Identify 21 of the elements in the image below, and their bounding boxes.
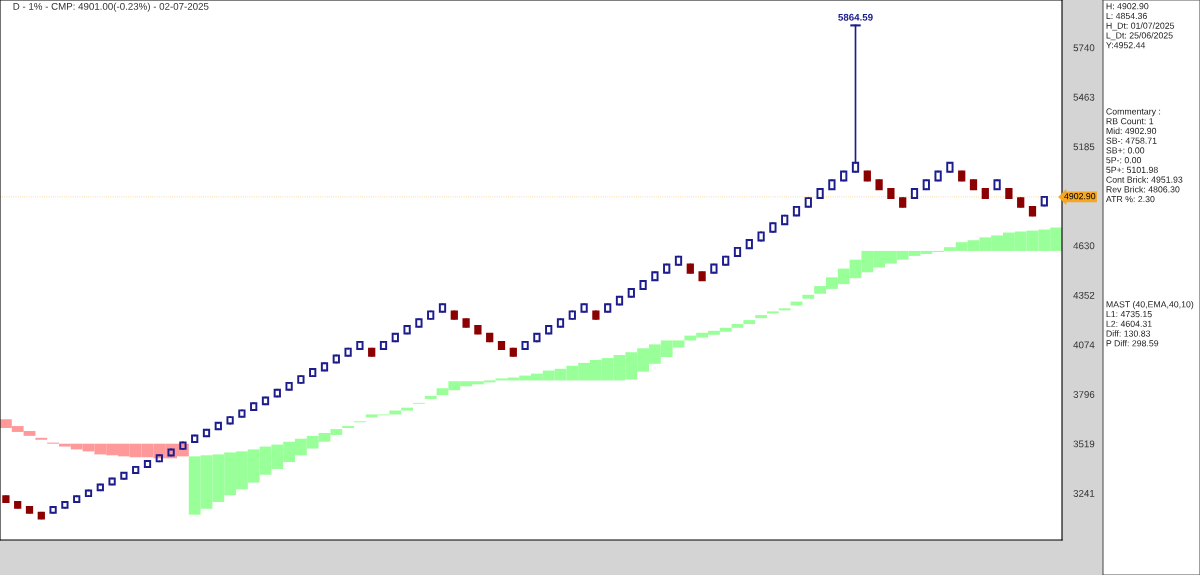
bar bbox=[401, 407, 413, 411]
text: MAST (40,EMA,40,10) L1: 4735.15 L2: 4604.31 Diff: 130.83 P Diff: 298.59 bbox=[1106, 301, 1194, 347]
y-tick-label: 3796 bbox=[1073, 391, 1095, 398]
y-tick-label: 4352 bbox=[1073, 291, 1095, 299]
y-tick-label: 3241 bbox=[1073, 490, 1095, 497]
bar bbox=[424, 395, 437, 399]
y-tick-label: 4630 bbox=[1073, 242, 1095, 250]
bar bbox=[802, 294, 815, 299]
bar bbox=[743, 320, 756, 325]
y-tick-label: 5185 bbox=[1073, 143, 1095, 151]
y-tick-label: 4074 bbox=[1073, 341, 1095, 349]
bar bbox=[731, 324, 744, 328]
text: H: 4902.90 L: 4854.36 H_Dt: 01/07/2025 L_Dt: 25/06/2025 Y:4952.44 bbox=[1106, 3, 1175, 49]
y-tick-label: 5463 bbox=[1073, 93, 1095, 101]
y-tick-label: 5740 bbox=[1073, 44, 1095, 52]
chart-title: D - 1% - CMP: 4901.00(-0.23%) - 02-07-2025 bbox=[13, 2, 209, 12]
annotation: 5864.59 bbox=[838, 13, 873, 21]
y-tick-label: 3519 bbox=[1073, 440, 1095, 448]
text: Commentary : RB Count: 1 Mid: 4902.90 SB-: 4758.71 SB+: 0.00 5P-: 0.00 5P+: 5101.98 Cont Brick: 4951.93 Rev Brick: 4806.30 ATR %: 2.30 bbox=[1105, 108, 1183, 203]
ref-line-label: 4902.90 bbox=[1064, 193, 1096, 200]
bar bbox=[755, 315, 767, 319]
